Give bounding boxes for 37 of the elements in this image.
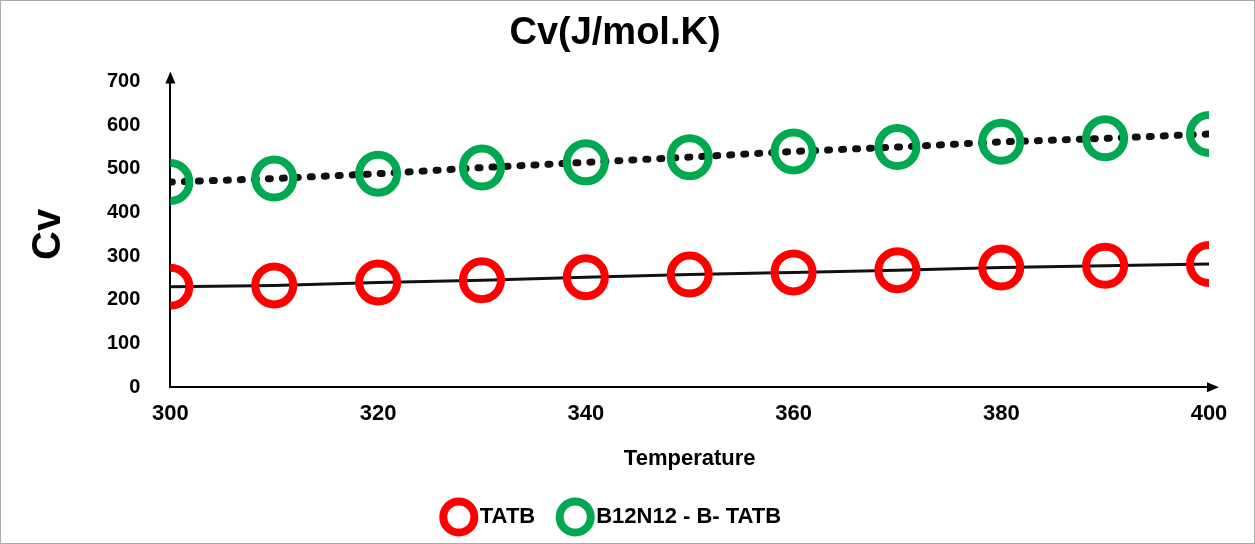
point [874, 124, 921, 171]
point [251, 155, 298, 202]
y-tick-label: 200 [106, 287, 141, 310]
point [874, 247, 921, 294]
y-tick-label: 0 [129, 374, 141, 397]
legend-label: B12N12 - B- TATB [596, 503, 782, 529]
point [562, 139, 609, 186]
y-axis-title: Cv [24, 208, 69, 260]
point [458, 144, 505, 191]
y-tick-label: 600 [106, 112, 141, 135]
x-tick-label: 360 [775, 400, 812, 426]
y-tick-label: 400 [106, 200, 141, 223]
legend-label: TATB [479, 503, 536, 529]
x-tick-label: 340 [567, 400, 605, 426]
point [355, 150, 402, 197]
point [770, 128, 817, 175]
point [666, 134, 713, 181]
point [562, 254, 609, 301]
point [251, 262, 298, 309]
chart-title: Cv(J/mol.K) [509, 10, 721, 53]
y-tick-label: 100 [106, 331, 141, 354]
point [1082, 242, 1129, 289]
point [458, 257, 505, 304]
x-tick-label: 300 [152, 400, 189, 426]
y-tick-label: 700 [106, 69, 141, 92]
x-tick-label: 320 [359, 400, 397, 426]
point [978, 244, 1025, 291]
point [770, 249, 817, 296]
x-axis-title: Temperature [623, 444, 756, 470]
y-tick-label: 500 [106, 156, 141, 179]
point [355, 259, 402, 306]
point [666, 251, 713, 298]
point [1082, 115, 1129, 162]
y-tick-label: 300 [106, 243, 141, 266]
x-tick-label: 380 [982, 400, 1020, 426]
x-tick-label: 400 [1190, 400, 1228, 426]
point [978, 118, 1025, 165]
